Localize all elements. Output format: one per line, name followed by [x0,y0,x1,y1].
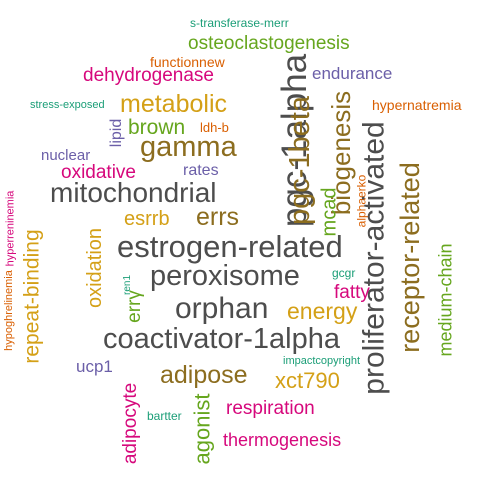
word-peroxisome: peroxisome [150,260,300,292]
word-repeat-binding: repeat-binding [20,229,44,364]
word-fatty: fatty [334,282,370,303]
word-rates: rates [183,162,219,179]
word-xct790: xct790 [275,368,340,393]
word-estrogen-related: estrogen-related [117,229,343,264]
word-esrrb: esrrb [124,208,170,230]
word-oxidation: oxidation [84,227,107,309]
word-pgc-1beta: pgc-1beta [284,96,316,225]
word-proliferator-activated: proliferator-activated [357,121,391,395]
word-receptor-related: receptor-related [394,162,425,353]
word-gamma: gamma [140,131,237,163]
word-errγ: errγ [123,290,145,323]
word-hyperreninemia: hyperreninemia [4,190,17,267]
word-lipid: lipid [108,118,126,148]
word-mitochondrial: mitochondrial [50,177,217,208]
word-dehydrogenase: dehydrogenase [83,65,214,86]
word-mcad: mcad [318,187,341,237]
word-stress-exposed: stress-exposed [30,99,105,111]
word-agonist: agonist [189,393,215,465]
word-endurance: endurance [312,64,393,83]
word-impactcopyright: impactcopyright [283,355,361,367]
word-coactivator-1alpha: coactivator-1alpha [103,323,340,355]
word-hypoghrelinemia: hypoghrelinemia [2,270,15,351]
word-functionnew: functionnew [150,54,225,70]
word-errs: errs [196,203,240,231]
word-adipocyte: adipocyte [120,382,142,465]
word-s-transferase-merr: s-transferase-merr [190,16,289,30]
word-medium-chain: medium-chain [435,243,456,357]
word-bartter: bartter [147,409,182,423]
word-energy: energy [287,298,358,324]
word-ldh-b: ldh-b [200,120,229,135]
word-orphan: orphan [175,292,269,325]
word-hypernatremia: hypernatremia [372,97,462,113]
word-gcgr: gcgr [332,266,356,280]
word-osteoclastogenesis: osteoclastogenesis [188,33,350,54]
word-ucp1: ucp1 [76,357,113,376]
word-metabolic: metabolic [120,90,227,118]
word-oxidative: oxidative [61,162,136,183]
word-adipose: adipose [160,361,248,389]
word-expenditure: thermogenesis [223,430,342,450]
word-respiration: respiration [226,398,315,419]
word-brown: brown [128,116,186,139]
word-nuclear: nuclear [41,147,91,164]
